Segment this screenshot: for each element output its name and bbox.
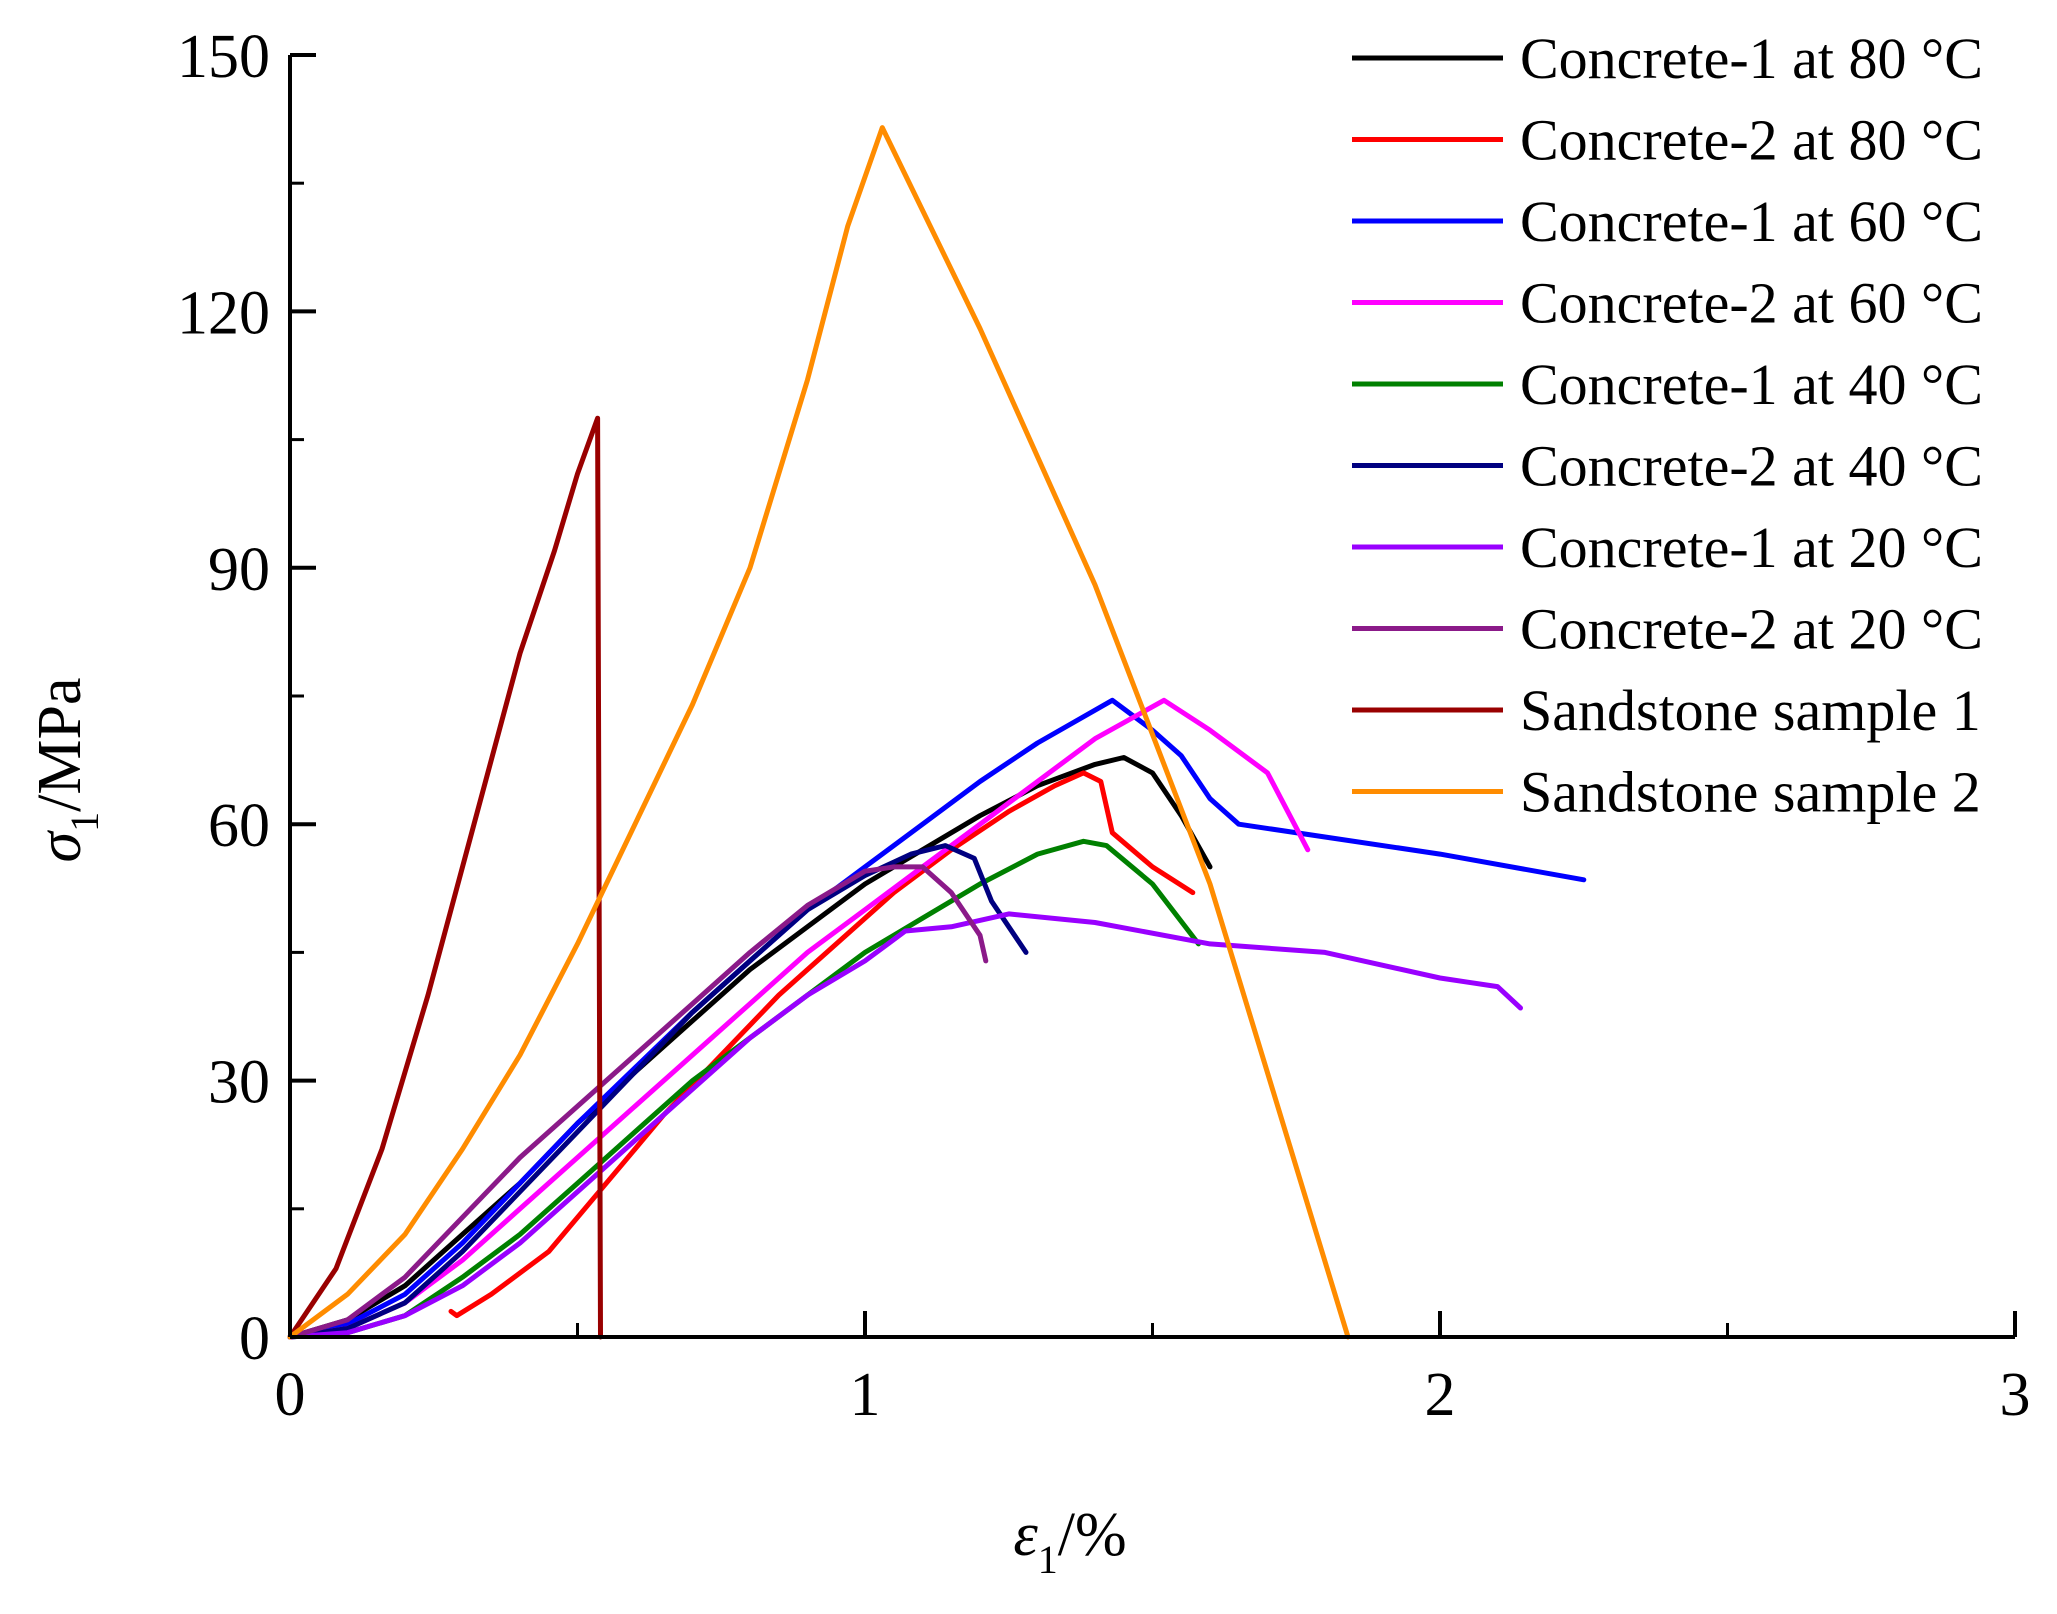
legend-label: Sandstone sample 1 (1520, 678, 1981, 743)
series-line-4 (287, 697, 1311, 1340)
x-ticks: 0 1 2 3 (275, 1311, 2031, 1429)
legend-label: Sandstone sample 2 (1520, 760, 1981, 825)
series-line-9 (287, 415, 603, 1340)
y-tick-label: 150 (177, 23, 270, 91)
series-line-3 (287, 697, 1587, 1340)
series-line-8 (287, 864, 989, 1340)
series-line-1 (287, 755, 1213, 1340)
series-line-2 (448, 770, 1196, 1319)
legend-label: Concrete-1 at 60 °C (1520, 189, 1983, 254)
legend-label: Concrete-1 at 80 °C (1520, 26, 1983, 91)
y-tick-label: 90 (208, 536, 270, 604)
legend-label: Concrete-2 at 60 °C (1520, 271, 1983, 336)
legend-label: Concrete-1 at 20 °C (1520, 515, 1983, 580)
y-tick-label: 120 (177, 279, 270, 347)
y-tick-label: 0 (239, 1305, 270, 1373)
legend-label: Concrete-2 at 20 °C (1520, 597, 1983, 662)
legend-label: Concrete-1 at 40 °C (1520, 352, 1983, 417)
series-line-6 (287, 843, 1029, 1340)
x-tick-label: 0 (275, 1361, 306, 1429)
x-axis-label: ε1/% (1013, 1501, 1126, 1582)
y-ticks: 0 30 60 90 120 150 (177, 23, 316, 1373)
y-tick-label: 30 (208, 1049, 270, 1117)
legend-label: Concrete-2 at 80 °C (1520, 108, 1983, 173)
series-line-7 (287, 911, 1523, 1340)
x-tick-label: 2 (1425, 1361, 1456, 1429)
series-layer (287, 125, 1587, 1340)
y-tick-label: 60 (208, 792, 270, 860)
legend: Concrete-1 at 80 °C Concrete-2 at 80 °C Co… (1352, 26, 1983, 825)
x-tick-label: 1 (850, 1361, 881, 1429)
y-axis-label: σ1/MPa (26, 678, 107, 863)
series-line-10 (287, 125, 1351, 1340)
x-tick-label: 3 (2000, 1361, 2031, 1429)
legend-label: Concrete-2 at 40 °C (1520, 434, 1983, 499)
axes: 0 1 2 3 0 30 60 90 120 150 (177, 23, 2031, 1429)
